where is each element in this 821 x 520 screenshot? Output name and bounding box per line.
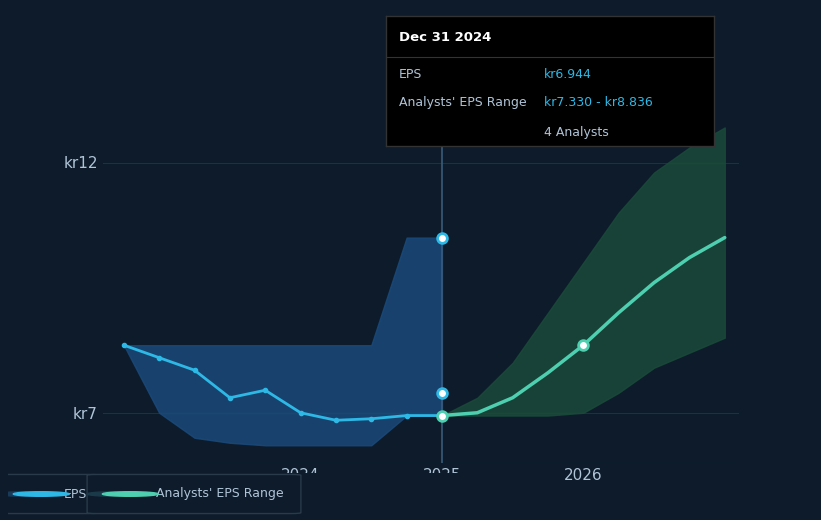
Circle shape: [103, 492, 158, 496]
Text: Dec 31 2024: Dec 31 2024: [399, 31, 492, 44]
Text: EPS: EPS: [64, 488, 88, 500]
Text: kr7.330 - kr8.836: kr7.330 - kr8.836: [544, 96, 652, 109]
Text: Analysts' EPS Range: Analysts' EPS Range: [156, 488, 283, 500]
Text: Analysts Forecasts: Analysts Forecasts: [449, 108, 578, 122]
Circle shape: [13, 492, 69, 496]
Circle shape: [87, 492, 143, 496]
Text: Analysts' EPS Range: Analysts' EPS Range: [399, 96, 526, 109]
FancyBboxPatch shape: [1, 474, 100, 514]
FancyBboxPatch shape: [87, 474, 301, 514]
Text: kr6.944: kr6.944: [544, 68, 591, 81]
Circle shape: [0, 492, 54, 496]
Text: Actual: Actual: [392, 108, 435, 122]
Text: 4 Analysts: 4 Analysts: [544, 126, 608, 139]
Text: EPS: EPS: [399, 68, 422, 81]
